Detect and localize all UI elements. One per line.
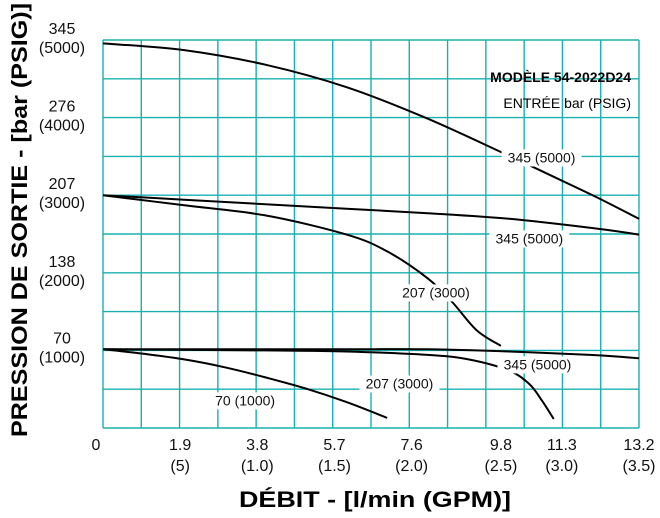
y-tick-label: 276 bbox=[49, 99, 76, 116]
series-layer bbox=[102, 42, 640, 420]
x-tick-label: 1.9 bbox=[169, 437, 191, 454]
curve-label-background bbox=[489, 230, 570, 248]
curve-label-background bbox=[395, 284, 476, 302]
x-tick-sublabel: (2.5) bbox=[484, 458, 517, 475]
y-tick-label: 207 bbox=[49, 176, 76, 193]
chart-subtitle: ENTRÉE bar (PSIG) bbox=[503, 95, 631, 111]
curve-label: 345 (5000) bbox=[508, 149, 576, 165]
y-axis-title: PRESSION DE SORTIE - [bar (PSIG)] bbox=[7, 3, 32, 437]
x-tick-label: 7.6 bbox=[400, 437, 422, 454]
curve-label: 207 (3000) bbox=[402, 284, 470, 300]
series-curve bbox=[102, 348, 388, 419]
tick-labels: 0 1.9 (5) 3.8 (1.0) 5.7 (1.5) 7.6 (2.0) 9.8 (2.5) 1… bbox=[39, 21, 656, 475]
x-tick-label: 0 bbox=[92, 437, 101, 454]
y-tick-sublabel: (1000) bbox=[39, 349, 85, 366]
y-tick-label: 138 bbox=[49, 254, 76, 271]
y-tick-sublabel: (3000) bbox=[39, 195, 85, 212]
x-tick-sublabel: (3.5) bbox=[623, 458, 656, 475]
x-tick-label: 9.8 bbox=[490, 437, 512, 454]
series-curve bbox=[102, 348, 555, 420]
curve-label: 345 (5000) bbox=[504, 356, 572, 372]
y-tick-label: 345 bbox=[49, 21, 76, 38]
curve-label: 345 (5000) bbox=[496, 230, 564, 246]
x-tick-sublabel: (3.0) bbox=[545, 458, 578, 475]
curve-label: 207 (3000) bbox=[366, 376, 434, 392]
curve-label: 70 (1000) bbox=[215, 392, 275, 408]
chart-title: MODÈLE 54-2022D24 bbox=[490, 69, 631, 85]
y-tick-label: 70 bbox=[53, 330, 71, 347]
curve-label-background bbox=[208, 392, 282, 410]
x-tick-label: 13.2 bbox=[623, 437, 654, 454]
curve-label-background bbox=[501, 149, 582, 167]
curve-label-background bbox=[497, 356, 578, 374]
curve-labels: 345 (5000) 345 (5000) 207 (3000) 345 (5000)… bbox=[208, 149, 582, 410]
series-curve bbox=[102, 194, 640, 236]
series-curve bbox=[102, 194, 502, 347]
series-curve bbox=[102, 42, 640, 220]
y-tick-sublabel: (4000) bbox=[39, 118, 85, 135]
x-tick-sublabel: (1.0) bbox=[241, 458, 274, 475]
y-tick-sublabel: (5000) bbox=[39, 40, 85, 57]
x-axis-title: DÉBIT - [l/min (GPM)] bbox=[239, 487, 511, 512]
x-tick-label: 11.3 bbox=[547, 437, 577, 454]
x-tick-label: 3.8 bbox=[246, 437, 268, 454]
x-tick-sublabel: (5) bbox=[170, 458, 190, 475]
x-tick-sublabel: (1.5) bbox=[318, 458, 351, 475]
x-tick-label: 5.7 bbox=[323, 437, 345, 454]
curve-label-background bbox=[359, 375, 440, 393]
y-tick-sublabel: (2000) bbox=[39, 273, 85, 290]
x-tick-sublabel: (2.0) bbox=[395, 458, 428, 475]
